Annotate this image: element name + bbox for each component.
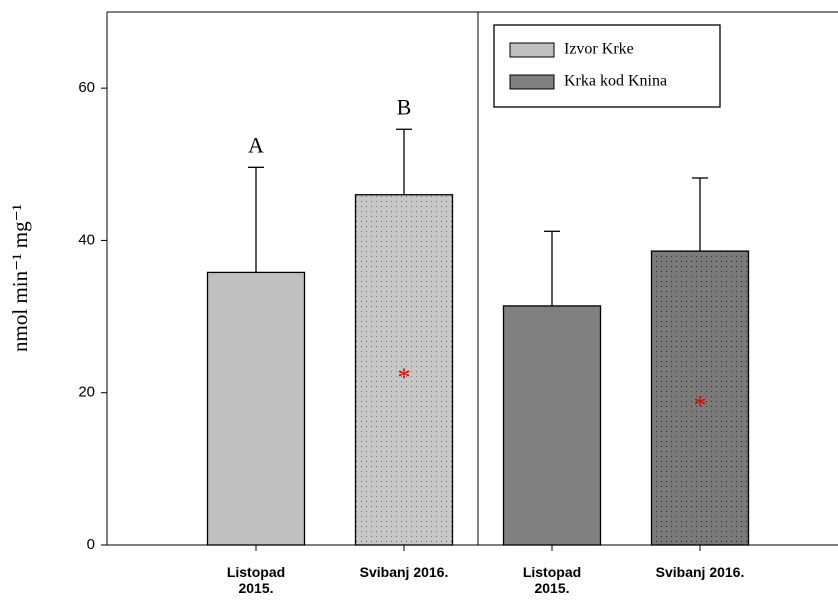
y-tick-label: 20 — [78, 384, 95, 401]
legend-label: Izvor Krke — [564, 41, 634, 58]
x-tick-label: Svibanj 2016. — [655, 564, 745, 580]
legend-box — [493, 24, 721, 108]
annotation: * — [398, 363, 411, 392]
bar — [206, 271, 306, 546]
legend-swatch — [509, 74, 555, 90]
bar — [502, 305, 602, 546]
legend-swatch — [509, 42, 555, 58]
annotation: B — [397, 94, 412, 119]
bar — [650, 250, 750, 546]
annotation: * — [694, 391, 707, 420]
x-tick-label: Listopad 2015. — [226, 564, 286, 596]
x-tick-label: Svibanj 2016. — [359, 564, 449, 580]
y-tick-label: 0 — [87, 536, 95, 553]
y-tick-label: 60 — [78, 79, 95, 96]
bar — [354, 194, 454, 546]
annotation: A — [248, 132, 264, 157]
y-axis-label: nmol min⁻¹ mg⁻¹ — [8, 204, 32, 352]
x-tick-label: Listopad 2015. — [522, 564, 582, 596]
legend-label: Krka kod Knina — [564, 73, 667, 90]
y-tick-label: 40 — [78, 231, 95, 248]
